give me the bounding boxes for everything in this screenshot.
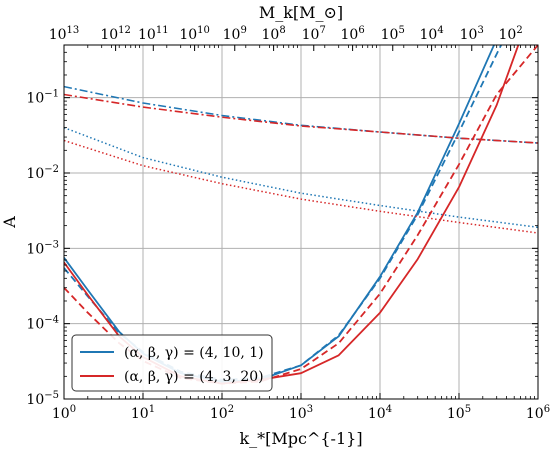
legend-label-red: (α, β, γ) = (4, 3, 20): [124, 369, 264, 385]
legend: (α, β, γ) = (4, 10, 1) (α, β, γ) = (4, 3…: [71, 334, 273, 392]
y-tick-label: 10−4: [26, 315, 59, 333]
tick-labels: 100 101 102 103 104 105 106 10−5 10−4 10−3 10−2 10−…: [26, 25, 550, 422]
top-tick-label: 105: [381, 25, 405, 43]
series-red-dotted: [64, 139, 538, 234]
top-tick-label: 107: [302, 25, 326, 43]
x-tick-label: 105: [447, 404, 471, 422]
top-tick-label: 1010: [179, 25, 210, 43]
top-tick-label: 1013: [49, 25, 80, 43]
x-axis-title: k_*[Mpc^{-1}]: [239, 429, 362, 448]
top-tick-label: 102: [499, 25, 523, 43]
y-tick-label: 10−2: [26, 164, 59, 182]
ticks: [63, 44, 539, 400]
top-tick-label: 1011: [138, 25, 169, 43]
y-tick-label: 10−1: [26, 89, 59, 107]
legend-label-blue: (α, β, γ) = (4, 10, 1): [124, 345, 264, 361]
top-tick-label: 104: [420, 25, 444, 43]
x-tick-label: 101: [131, 404, 155, 422]
x-tick-label: 103: [289, 404, 313, 422]
top-tick-label: 103: [460, 25, 484, 43]
y-tick-label: 10−3: [26, 239, 59, 257]
top-axis-title: M_k[M_⊙]: [259, 3, 343, 22]
x-tick-label: 100: [52, 404, 76, 422]
series-blue-dotted: [64, 126, 538, 229]
top-tick-label: 109: [223, 25, 247, 43]
y-tick-label: 10−5: [26, 390, 59, 408]
top-tick-label: 108: [262, 25, 286, 43]
series-blue-dashdot: [64, 85, 538, 144]
top-tick-label: 106: [341, 25, 365, 43]
x-tick-label: 106: [526, 404, 550, 422]
x-tick-label: 102: [210, 404, 234, 422]
top-tick-label: 1012: [100, 25, 131, 43]
x-tick-label: 104: [368, 404, 392, 422]
y-axis-title: A: [0, 216, 19, 229]
legend-box: [71, 334, 273, 392]
